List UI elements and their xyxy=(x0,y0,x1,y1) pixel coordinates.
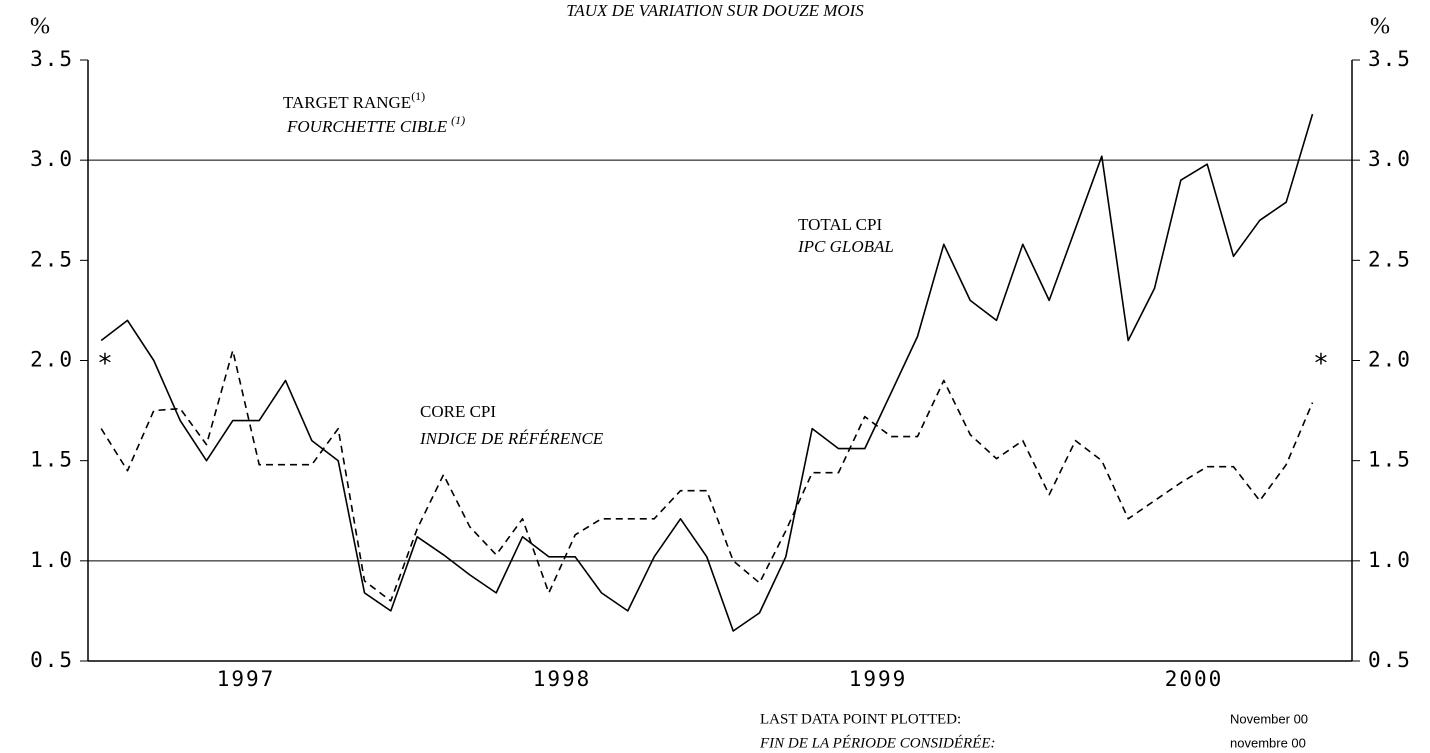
series-line xyxy=(100,349,1314,602)
y-tick-label: 3.5 xyxy=(30,47,74,71)
x-tick-label: 1999 xyxy=(849,667,908,691)
target-label-fr: FOURCHETTE CIBLE (1) xyxy=(286,113,465,136)
series-label-fr: INDICE DE RÉFÉRENCE xyxy=(419,429,604,448)
target-label-fr-text: FOURCHETTE CIBLE xyxy=(286,117,448,136)
footer-label: LAST DATA POINT PLOTTED: xyxy=(760,711,961,727)
y2-tick-label: 1.0 xyxy=(1368,548,1412,572)
y2-tick-label: 2.0 xyxy=(1368,348,1412,372)
marker: * xyxy=(1313,349,1331,379)
y-tick-label: 1.0 xyxy=(30,548,74,572)
target-note-fr: (1) xyxy=(451,113,465,127)
y2-tick-label: 3.5 xyxy=(1368,47,1412,71)
marker: * xyxy=(97,349,115,379)
footer-value: November 00 xyxy=(1230,711,1308,726)
series-line xyxy=(100,113,1314,632)
target-note: (1) xyxy=(411,89,425,103)
y-tick-label: 3.0 xyxy=(30,147,74,171)
series-label: TOTAL CPI xyxy=(798,215,882,234)
y-tick-label: 0.5 xyxy=(30,648,74,672)
y-tick-label: 2.5 xyxy=(30,247,74,271)
y2-tick-label: 0.5 xyxy=(1368,648,1412,672)
y-unit: % xyxy=(30,14,50,40)
chart-title: TAUX DE VARIATION SUR DOUZE MOIS xyxy=(566,1,864,20)
target-label-text: TARGET RANGE xyxy=(283,93,411,112)
y2-tick-label: 3.0 xyxy=(1368,147,1412,171)
series-label-fr: IPC GLOBAL xyxy=(797,237,894,256)
series-label: CORE CPI xyxy=(420,402,496,421)
x-tick-label: 1997 xyxy=(217,667,276,691)
x-tick-label: 1998 xyxy=(533,667,592,691)
y-tick-label: 1.5 xyxy=(30,448,74,472)
target-label: TARGET RANGE(1) xyxy=(283,89,425,112)
x-tick-label: 2000 xyxy=(1165,667,1224,691)
y2-tick-label: 1.5 xyxy=(1368,448,1412,472)
y2-tick-label: 2.5 xyxy=(1368,247,1412,271)
y-tick-label: 2.0 xyxy=(30,348,74,372)
y2-unit: % xyxy=(1370,14,1390,40)
footer-label-fr: FIN DE LA PÉRIODE CONSIDÉRÉE: xyxy=(759,734,996,751)
footer-value-fr: novembre 00 xyxy=(1230,735,1306,750)
